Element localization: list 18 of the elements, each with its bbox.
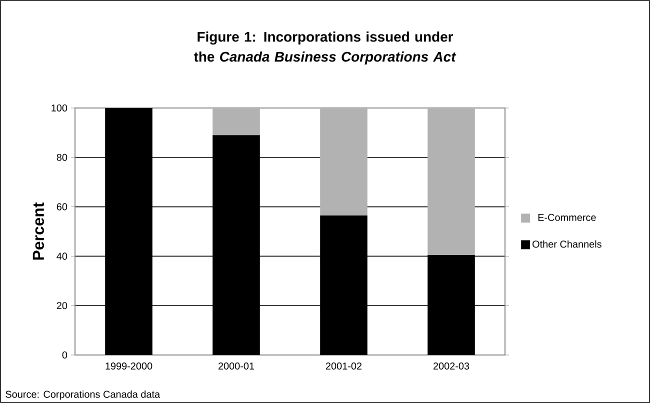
x-tick-label: 1999-2000 (106, 362, 152, 370)
x-tick-label: 2001-02 (326, 362, 362, 370)
x-tick-label: 2000-01 (218, 362, 254, 370)
y-tick-label: 100 (52, 104, 68, 112)
y-tick-label: 0 (62, 351, 68, 359)
chart-title: Figure 1: Incorporations issued under the Canada Business Corporations Act (194, 32, 456, 64)
bar (428, 108, 475, 255)
bar (320, 108, 368, 216)
y-tick-label: 40 (56, 252, 68, 260)
bar (212, 108, 260, 136)
y-tick-label: 20 (56, 302, 68, 310)
source-note: Source: Corporations Canada data (6, 390, 160, 400)
legend-label: Other Channels (532, 240, 602, 248)
legend-label: E-Commerce (538, 214, 596, 221)
y-tick-label: 80 (56, 154, 68, 161)
x-tick-label: 2002-03 (433, 362, 470, 370)
y-axis-title: Percent (32, 202, 44, 260)
y-tick-label: 60 (56, 203, 68, 210)
